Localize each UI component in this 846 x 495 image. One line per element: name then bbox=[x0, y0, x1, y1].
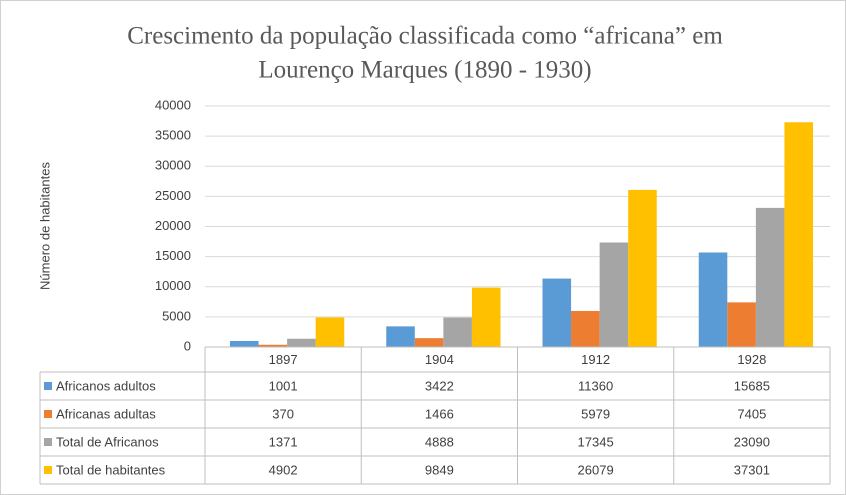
x-tick-label: 1912 bbox=[581, 352, 610, 367]
y-tick-label: 35000 bbox=[155, 128, 191, 143]
table-value: 1001 bbox=[269, 378, 298, 393]
table-value: 26079 bbox=[578, 462, 614, 477]
x-tick-label: 1897 bbox=[269, 352, 298, 367]
table-value: 5979 bbox=[581, 406, 610, 421]
table-value: 4888 bbox=[425, 434, 454, 449]
bar bbox=[287, 338, 316, 347]
bar bbox=[443, 317, 472, 347]
y-tick-label: 25000 bbox=[155, 188, 191, 203]
table-value: 15685 bbox=[734, 378, 770, 393]
bar bbox=[628, 189, 657, 347]
table-value: 1466 bbox=[425, 406, 454, 421]
y-tick-label: 15000 bbox=[155, 248, 191, 263]
y-tick-label: 20000 bbox=[155, 218, 191, 233]
bar bbox=[784, 122, 813, 347]
legend-swatch bbox=[44, 410, 52, 418]
bar bbox=[315, 317, 345, 347]
legend-swatch bbox=[44, 466, 52, 474]
bar bbox=[258, 344, 288, 347]
table-value: 17345 bbox=[578, 434, 614, 449]
legend-label: Total de Africanos bbox=[56, 434, 159, 449]
legend-label: Total de habitantes bbox=[56, 462, 166, 477]
table-value: 23090 bbox=[734, 434, 770, 449]
chart-title: Lourenço Marques (1890 - 1930) bbox=[258, 57, 591, 84]
table-value: 370 bbox=[272, 406, 294, 421]
bar bbox=[230, 340, 259, 347]
x-tick-label: 1904 bbox=[425, 352, 454, 367]
y-tick-label: 30000 bbox=[155, 158, 191, 173]
bar bbox=[698, 252, 728, 347]
bar bbox=[414, 338, 444, 347]
table-value: 37301 bbox=[734, 462, 770, 477]
x-tick-label: 1928 bbox=[737, 352, 766, 367]
y-tick-label: 0 bbox=[184, 338, 191, 353]
y-axis-label: Número de habitantes bbox=[37, 162, 52, 290]
table-value: 1371 bbox=[269, 434, 298, 449]
y-tick-label: 10000 bbox=[155, 278, 191, 293]
legend-swatch bbox=[44, 438, 52, 446]
bar bbox=[727, 302, 756, 347]
table-value: 11360 bbox=[578, 378, 613, 393]
table-value: 7405 bbox=[737, 406, 766, 421]
table-value: 3422 bbox=[425, 378, 454, 393]
legend-label: Africanas adultas bbox=[56, 406, 156, 421]
bar bbox=[599, 242, 629, 347]
bar bbox=[471, 287, 501, 347]
bar bbox=[571, 310, 600, 347]
bar bbox=[755, 207, 785, 347]
legend-label: Africanos adultos bbox=[56, 378, 156, 393]
bar bbox=[386, 326, 415, 347]
table-value: 4902 bbox=[269, 462, 298, 477]
legend-swatch bbox=[44, 382, 52, 390]
y-tick-label: 5000 bbox=[162, 308, 191, 323]
chart-title: Crescimento da população classificada co… bbox=[127, 23, 723, 50]
y-tick-label: 40000 bbox=[155, 97, 191, 112]
bar bbox=[542, 278, 572, 347]
table-value: 9849 bbox=[425, 462, 454, 477]
